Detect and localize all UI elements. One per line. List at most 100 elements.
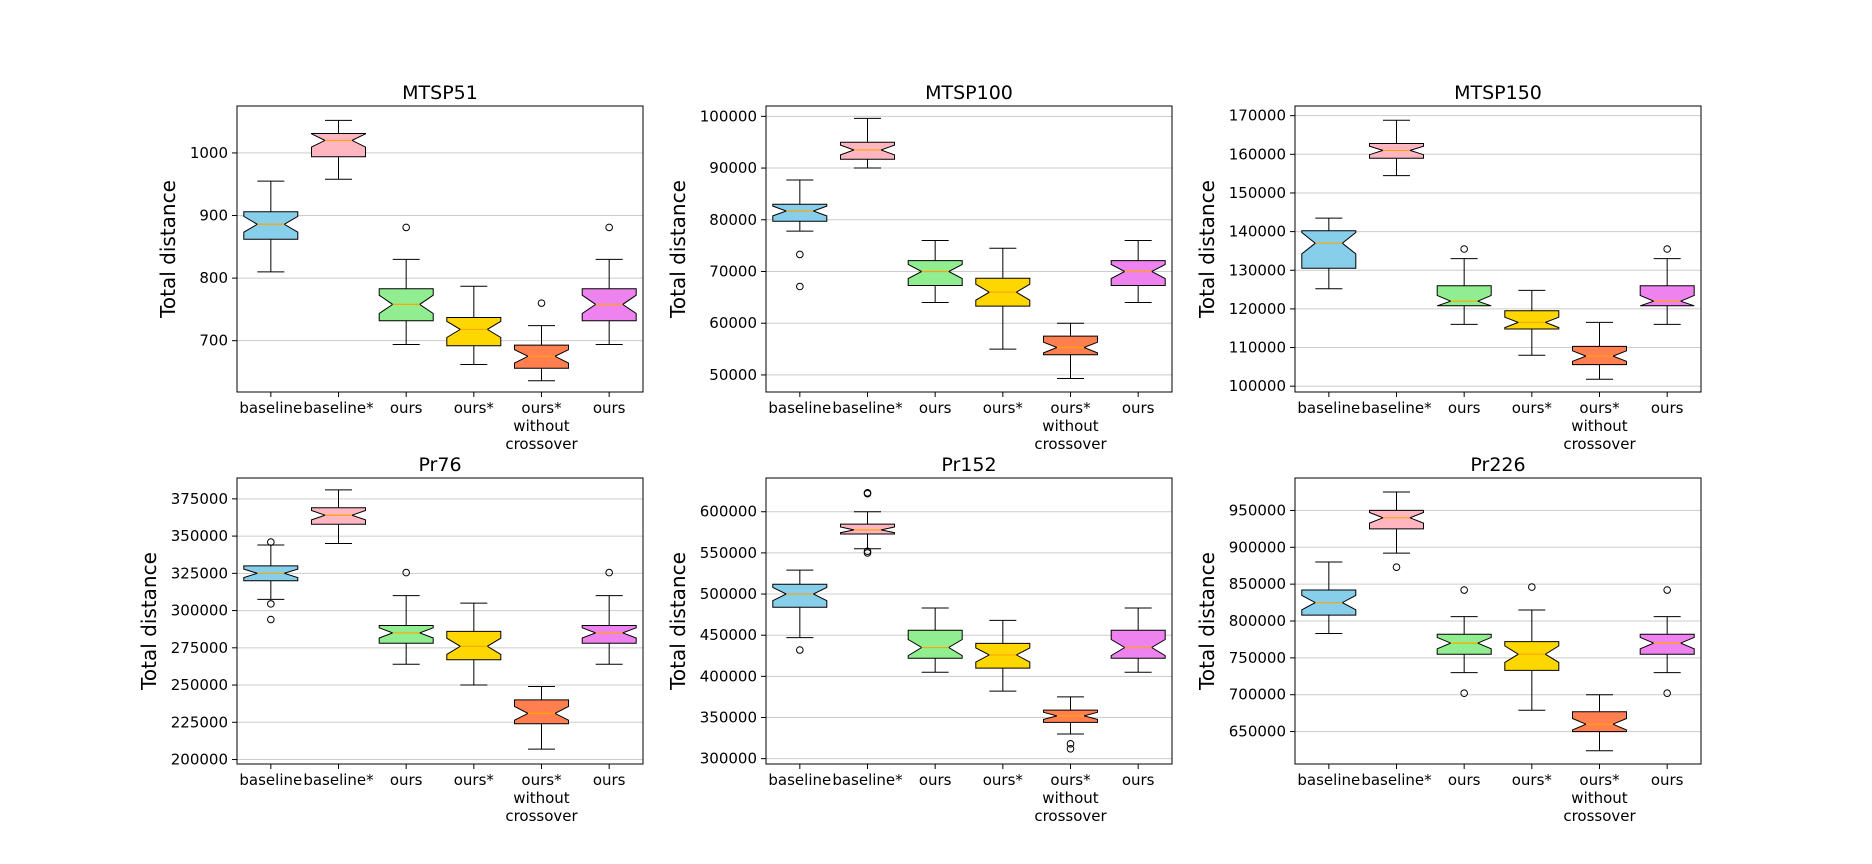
plot-frame: [765, 105, 1173, 393]
outlier-point: [1528, 583, 1536, 591]
box: [840, 523, 895, 535]
x-tick-label: ours*: [454, 771, 495, 789]
y-tick-label: 950000: [1229, 501, 1286, 519]
chart-panel-2: 50000 60000 70000 80000 90000 100000 baseline b…: [666, 82, 1173, 453]
x-tick-label: ours*: [983, 399, 1024, 417]
y-tick-label: 350000: [700, 708, 757, 726]
x-tick-label: ours: [593, 771, 626, 789]
x-tick-label: ours*: [454, 399, 495, 417]
box: [1639, 633, 1695, 655]
box: [772, 203, 828, 222]
outlier-point: [267, 615, 275, 624]
y-tick-label: 325000: [171, 564, 228, 582]
outlier-point: [863, 549, 872, 557]
x-tick-label: baseline: [239, 399, 302, 417]
y-tick-label: 850000: [1229, 575, 1286, 593]
y-tick-label: 650000: [1229, 723, 1286, 741]
y-tick-label: 900000: [1229, 538, 1286, 556]
plot-frame: [236, 105, 644, 393]
y-tick-label: 250000: [171, 676, 228, 694]
y-tick-label: 100000: [1229, 377, 1286, 395]
y-tick-label: 170000: [1229, 107, 1286, 125]
chart-title: MTSP100: [925, 82, 1013, 104]
x-tick-label: ours* without crossover: [505, 771, 578, 825]
chart-title: MTSP150: [1454, 82, 1542, 104]
box: [581, 625, 637, 644]
box: [311, 133, 366, 158]
box: [1110, 260, 1166, 286]
x-tick-label: baseline: [768, 771, 831, 789]
y-tick-label: 700: [199, 332, 228, 350]
outlier-point: [796, 646, 804, 654]
x-tick-label: ours* without crossover: [1034, 399, 1107, 453]
y-tick-label: 750000: [1229, 649, 1286, 667]
y-axis-label: Total distance: [1195, 180, 1219, 319]
box: [378, 625, 434, 644]
x-tick-label: baseline*: [303, 399, 374, 417]
y-tick-label: 275000: [171, 639, 228, 657]
y-tick-label: 100000: [700, 107, 757, 125]
y-tick-label: 60000: [709, 314, 757, 332]
x-tick-label: ours* without crossover: [505, 399, 578, 453]
box: [1504, 310, 1560, 330]
outlier-point: [796, 250, 804, 259]
outlier-point: [537, 299, 546, 307]
y-tick-label: 800000: [1229, 612, 1286, 630]
x-tick-label: ours* without crossover: [1034, 771, 1107, 825]
y-tick-label: 140000: [1229, 223, 1286, 241]
box: [907, 260, 963, 286]
box: [311, 507, 366, 525]
y-tick-label: 90000: [709, 159, 757, 177]
x-tick-label: baseline*: [1361, 771, 1432, 789]
x-tick-label: ours: [390, 399, 423, 417]
outlier-point: [796, 282, 804, 291]
y-tick-label: 700000: [1229, 686, 1286, 704]
y-tick-label: 375000: [171, 490, 228, 508]
x-tick-label: baseline*: [832, 399, 903, 417]
outlier-point: [863, 489, 872, 497]
y-tick-label: 130000: [1229, 261, 1286, 279]
y-tick-label: 300000: [171, 602, 228, 620]
box: [1639, 285, 1695, 307]
x-tick-label: ours: [919, 771, 952, 789]
plot-frame: [1294, 105, 1702, 393]
y-tick-label: 800: [199, 269, 228, 287]
x-tick-label: ours*: [1512, 771, 1553, 789]
plot-frame: [765, 477, 1173, 765]
x-tick-label: ours* without crossover: [1563, 399, 1636, 453]
x-tick-label: ours* without crossover: [1563, 771, 1636, 825]
y-tick-label: 600000: [700, 503, 757, 521]
y-tick-label: 110000: [1229, 339, 1286, 357]
x-tick-label: ours: [390, 771, 423, 789]
x-tick-label: baseline*: [832, 771, 903, 789]
chart-title: Pr152: [941, 454, 996, 476]
y-tick-label: 70000: [709, 262, 757, 280]
y-tick-label: 500000: [700, 585, 757, 603]
box: [772, 583, 828, 608]
y-tick-label: 300000: [700, 750, 757, 768]
outlier-point: [1460, 586, 1468, 594]
x-tick-label: baseline*: [1361, 399, 1432, 417]
y-tick-label: 400000: [700, 667, 757, 685]
y-tick-label: 200000: [171, 751, 228, 769]
box: [1436, 285, 1492, 307]
box: [1301, 230, 1357, 269]
x-tick-label: ours: [1122, 771, 1155, 789]
y-tick-label: 1000: [190, 144, 228, 162]
chart-panel-3: 100000 110000 120000 130000 140000 150000 1600…: [1195, 82, 1702, 453]
chart-panel-5: 300000 350000 400000 450000 500000 550000 6000…: [666, 454, 1173, 825]
outlier-point: [402, 223, 410, 232]
y-tick-label: 900: [199, 207, 228, 225]
x-tick-label: ours: [1448, 771, 1481, 789]
outlier-point: [267, 538, 275, 546]
plot-frame: [236, 477, 644, 765]
x-tick-label: ours: [1651, 771, 1684, 789]
box: [514, 699, 569, 725]
outlier-point: [605, 223, 613, 232]
x-tick-label: ours: [1651, 399, 1684, 417]
y-tick-label: 50000: [709, 366, 757, 384]
chart-panel-4: 200000 225000 250000 275000 300000 325000 3500…: [137, 454, 644, 825]
outlier-point: [1066, 740, 1075, 748]
x-tick-label: ours: [1122, 399, 1155, 417]
y-axis-label: Total distance: [1195, 552, 1219, 691]
